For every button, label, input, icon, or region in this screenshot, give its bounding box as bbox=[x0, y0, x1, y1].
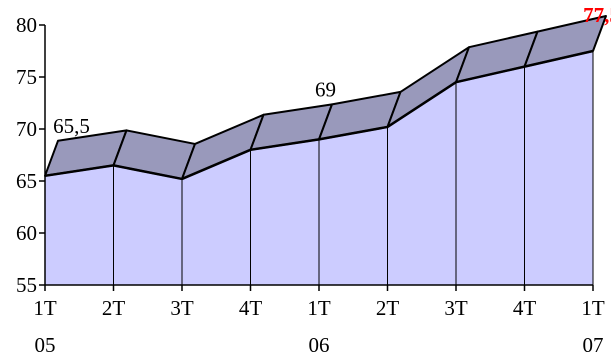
x-tick-label: 3T bbox=[444, 296, 468, 320]
data-label-9: 77,5 bbox=[583, 3, 611, 27]
y-tick-label: 60 bbox=[16, 221, 37, 245]
x-tick-label: 1T bbox=[307, 296, 331, 320]
y-tick-label: 65 bbox=[16, 169, 37, 193]
x-tick-label: 2T bbox=[376, 296, 400, 320]
data-label-5: 69 bbox=[315, 77, 336, 101]
x-tick-label: 4T bbox=[513, 296, 537, 320]
y-tick-label: 80 bbox=[16, 13, 37, 37]
x-tick-label-year: 06 bbox=[309, 333, 330, 357]
x-tick-label: 1T bbox=[33, 296, 57, 320]
area-layer bbox=[44, 15, 607, 285]
y-tick-label: 70 bbox=[16, 117, 37, 141]
x-tick-label-year: 07 bbox=[583, 333, 604, 357]
y-tick-label: 55 bbox=[16, 273, 37, 297]
axes-layer bbox=[39, 24, 594, 291]
x-tick-label: 1T bbox=[581, 296, 605, 320]
data-label-1: 65,5 bbox=[53, 114, 90, 138]
y-tick-label: 75 bbox=[16, 65, 37, 89]
x-tick-label: 4T bbox=[239, 296, 263, 320]
x-tick-label-year: 05 bbox=[35, 333, 56, 357]
series-line bbox=[44, 49, 594, 181]
x-tick-label: 3T bbox=[170, 296, 194, 320]
x-tick-label: 2T bbox=[102, 296, 126, 320]
label-layer: 55 60 65 70 75 80 1T 05 2T 3T 4T 1T 06 2T 3T 4T 1T 07 65,5… bbox=[16, 3, 611, 357]
